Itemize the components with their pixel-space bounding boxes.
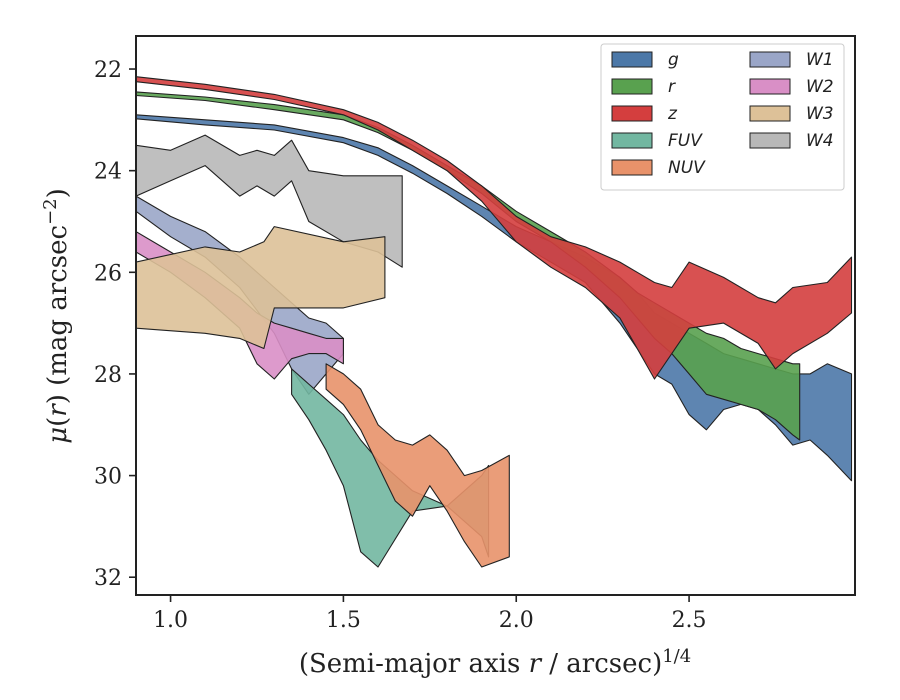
legend-item-w4: W4	[749, 131, 834, 151]
legend-label: FUV	[668, 131, 703, 151]
y-tick-label: 28	[94, 363, 122, 388]
x-axis: 1.0 1.5 2.0 2.5	[153, 595, 707, 633]
x-tick-label: 2.0	[499, 608, 534, 633]
legend-label: z	[667, 104, 678, 124]
legend-label: NUV	[668, 158, 706, 178]
y-tick-label: 22	[94, 58, 122, 83]
legend-swatch	[749, 105, 791, 122]
x-axis-label: (Semi-major axis r / arcsec)1/4	[299, 646, 691, 679]
legend-label: W1	[806, 50, 834, 70]
legend-label: W2	[806, 77, 834, 97]
legend-label: g	[668, 50, 679, 70]
legend-item-w1: W1	[749, 50, 834, 70]
series-band-w3	[136, 226, 386, 350]
legend: grz FUV NUV W1 W2 W3 W4	[600, 43, 845, 191]
y-tick-label: 32	[94, 566, 122, 591]
series-layer	[136, 76, 853, 568]
legend-item-fuv: FUV	[611, 131, 703, 151]
legend-item-z: z	[611, 104, 678, 124]
plot-frame	[135, 35, 856, 596]
legend-swatch	[611, 132, 653, 149]
y-tick-label: 26	[94, 261, 122, 286]
y-tick-label: 30	[94, 465, 122, 490]
series-band-nuv	[325, 363, 510, 568]
legend-swatch	[749, 132, 791, 149]
legend-item-r: r	[611, 77, 676, 97]
x-tick-label: 1.0	[153, 608, 188, 633]
legend-label: r	[668, 77, 676, 97]
x-tick-label: 2.5	[672, 608, 707, 633]
legend-swatch	[611, 51, 653, 68]
y-axis-label: μ(r) (mag arcsec−2)	[40, 188, 73, 444]
legend-swatch	[611, 105, 653, 122]
legend-item-nuv: NUV	[611, 158, 706, 178]
legend-label: W3	[806, 104, 834, 124]
legend-swatch	[611, 159, 653, 176]
plot-area	[135, 35, 856, 596]
legend-item-w2: W2	[749, 77, 834, 97]
legend-swatch	[749, 78, 791, 95]
y-axis: 22 24 26 28 30 32	[94, 58, 136, 591]
legend-swatch	[749, 51, 791, 68]
legend-item-g: g	[611, 50, 679, 70]
series-band-z	[136, 76, 853, 380]
legend-label: W4	[806, 131, 834, 151]
x-tick-label: 1.5	[326, 608, 361, 633]
series-band-w4	[136, 134, 403, 268]
legend-swatch	[611, 78, 653, 95]
y-tick-label: 24	[94, 160, 122, 185]
legend-item-w3: W3	[749, 104, 834, 124]
